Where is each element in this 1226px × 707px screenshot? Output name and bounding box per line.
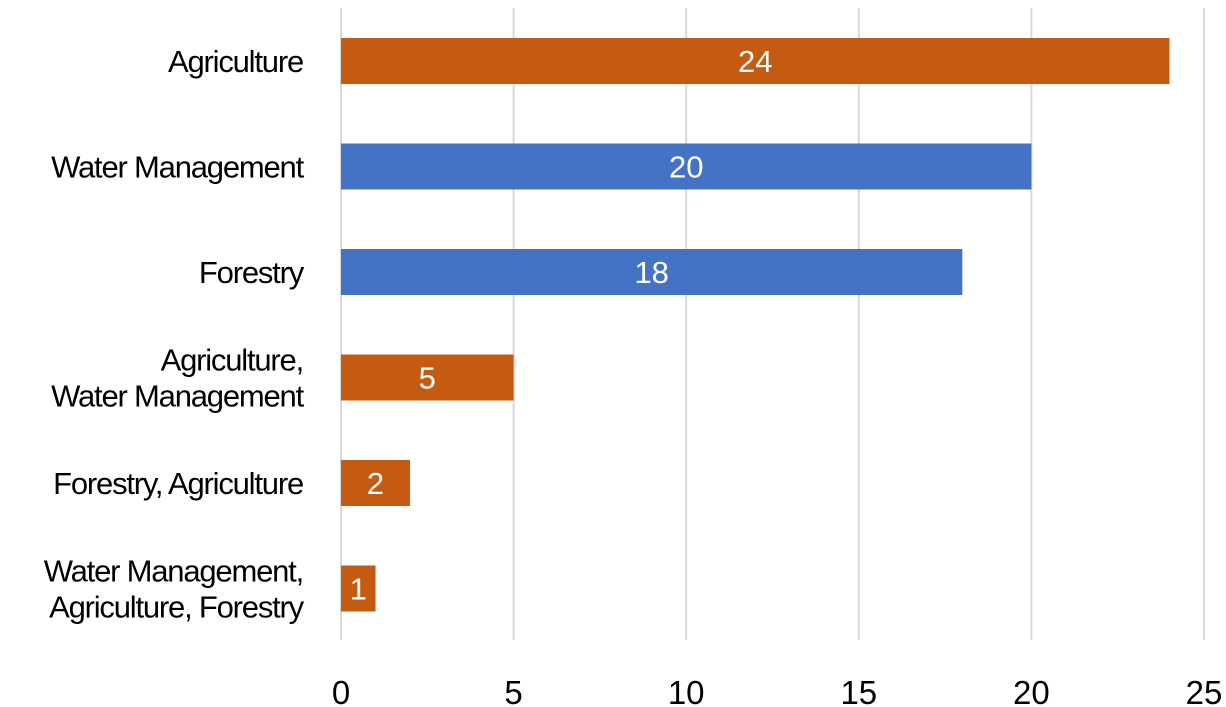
x-tick-label: 10: [668, 674, 705, 707]
category-label-line: Forestry: [199, 255, 305, 290]
bar: [341, 143, 1032, 190]
category-label-line: Agriculture, Forestry: [49, 590, 305, 625]
bar: [341, 249, 963, 295]
x-tick-label: 25: [1186, 674, 1223, 707]
category-label-line: Water Management: [51, 379, 304, 414]
x-axis-tick-labels: 0 5 10 15 20 25: [332, 674, 1223, 707]
category-label: Water Management: [51, 150, 304, 185]
category-label: Agriculture: [168, 44, 303, 79]
gridlines: [340, 8, 1205, 640]
x-tick-label: 5: [504, 674, 522, 707]
x-tick-label: 15: [840, 674, 877, 707]
bar-data-label: 20: [669, 150, 703, 185]
bar: [341, 38, 1170, 84]
bar-data-label: 2: [367, 466, 384, 501]
bar: [341, 565, 376, 612]
category-label-line: Agriculture: [168, 44, 303, 79]
category-label: Forestry: [199, 255, 305, 290]
bar: [341, 354, 514, 401]
bar-data-label: 24: [738, 44, 772, 79]
category-label: Water Management, Agriculture, Forestry: [44, 554, 305, 625]
category-label-line: Water Management: [51, 150, 304, 185]
bars: 24 20 18 5 2 1: [341, 38, 1170, 612]
category-label: Forestry, Agriculture: [53, 466, 303, 501]
category-label: Agriculture, Water Management: [51, 343, 304, 414]
x-tick-label: 0: [332, 674, 350, 707]
bar-data-label: 5: [419, 361, 436, 396]
bar: [341, 460, 411, 506]
category-label-line: Water Management,: [44, 554, 303, 589]
bar-data-label: 18: [634, 255, 668, 290]
category-labels: Agriculture Water Management Forestry Agric…: [44, 44, 306, 625]
bar-data-label: 1: [350, 572, 367, 607]
category-label-line: Agriculture,: [161, 343, 303, 378]
category-label-line: Forestry, Agriculture: [53, 466, 303, 501]
x-tick-label: 20: [1013, 674, 1050, 707]
